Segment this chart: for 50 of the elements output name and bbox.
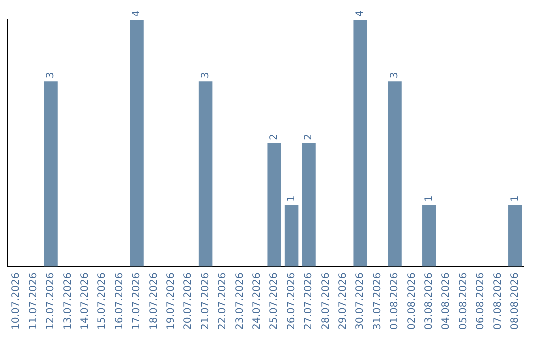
bar (268, 143, 282, 267)
x-tick-label: 11.07.2026 (28, 272, 40, 330)
x-tick-label: 14.07.2026 (80, 272, 91, 330)
data-label: 4 (355, 10, 366, 17)
x-tick-label: 22.07.2026 (218, 272, 229, 330)
data-label: 4 (132, 10, 143, 17)
data-label: 3 (46, 72, 57, 79)
x-tick-label: 10.07.2026 (11, 272, 22, 330)
x-tick-label: 13.07.2026 (62, 272, 74, 330)
x-tick-label: 04.08.2026 (441, 272, 452, 330)
data-label: 2 (304, 134, 315, 140)
x-tick-label: 23.07.2026 (234, 272, 246, 330)
x-tick-label: 27.07.2026 (304, 272, 315, 330)
x-tick-label: 19.07.2026 (166, 272, 177, 330)
data-label: 3 (200, 72, 212, 79)
x-tick-label: 20.07.2026 (183, 272, 194, 330)
bar (302, 143, 316, 267)
x-tick-label: 29.07.2026 (338, 272, 349, 330)
x-tick-label: 18.07.2026 (148, 272, 160, 330)
x-tick-label: 17.07.2026 (132, 272, 143, 330)
x-tick-label: 02.08.2026 (406, 272, 418, 330)
x-tick-label: 07.08.2026 (492, 272, 504, 330)
x-tick-label: 08.08.2026 (510, 272, 521, 330)
x-tick-label: 26.07.2026 (286, 272, 298, 330)
x-tick-label: 01.08.2026 (390, 272, 401, 330)
bar (422, 205, 436, 267)
x-tick-label: 12.07.2026 (46, 272, 57, 330)
data-label: 1 (510, 196, 521, 202)
x-tick-label: 06.08.2026 (476, 272, 487, 330)
x-tick-label: 25.07.2026 (269, 272, 280, 330)
data-label: 3 (390, 72, 401, 79)
bar (354, 20, 368, 267)
x-tick-label: 16.07.2026 (114, 272, 126, 330)
x-tick-label: 28.07.2026 (320, 272, 332, 330)
bar (388, 82, 402, 267)
x-tick-label: 05.08.2026 (458, 272, 470, 330)
bar (198, 82, 213, 267)
bar (284, 205, 299, 267)
x-tick-label: 30.07.2026 (355, 272, 366, 330)
data-label: 2 (269, 134, 280, 140)
bar (44, 82, 58, 267)
bar (130, 20, 144, 267)
x-tick-label: 21.07.2026 (200, 272, 212, 330)
x-tick-label: 03.08.2026 (424, 272, 435, 330)
x-tick-label: 24.07.2026 (252, 272, 263, 330)
data-label: 1 (286, 196, 298, 202)
x-tick-label: 31.07.2026 (372, 272, 384, 330)
bar (508, 205, 522, 267)
x-tick-label: 15.07.2026 (97, 272, 108, 330)
data-label: 1 (424, 196, 435, 202)
